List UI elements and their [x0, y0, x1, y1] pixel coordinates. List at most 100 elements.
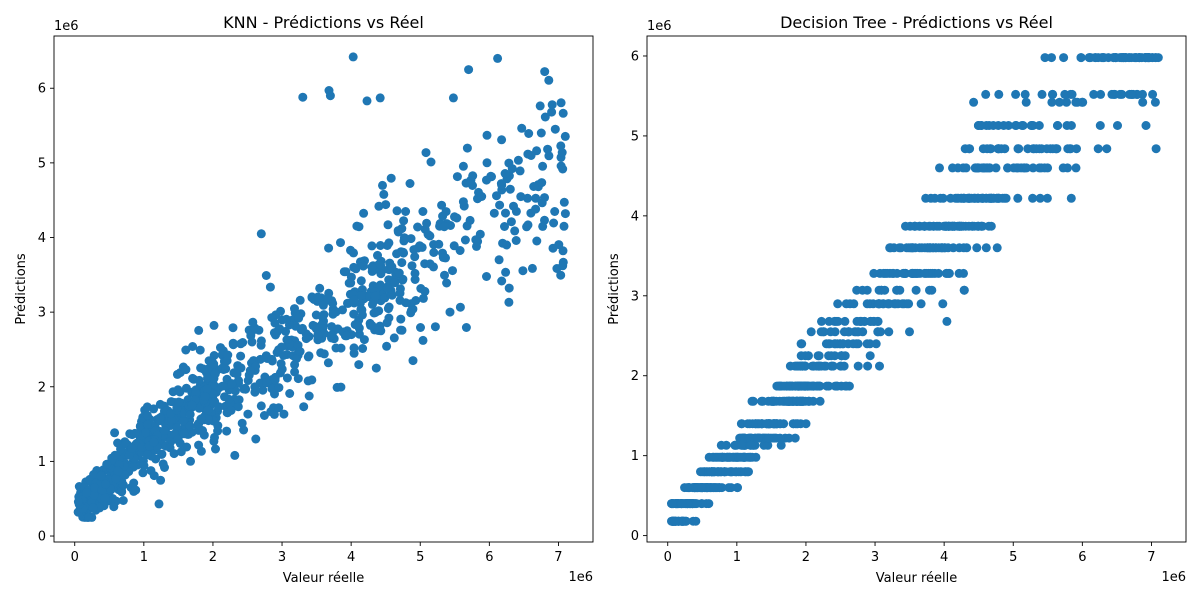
data-point [200, 392, 210, 402]
y-offset-label: 1e6 [647, 19, 672, 34]
data-point [842, 381, 852, 391]
data-point [315, 283, 325, 293]
data-point [418, 207, 428, 216]
data-point [759, 440, 769, 450]
data-point [934, 221, 944, 231]
data-point [961, 163, 971, 173]
data-point [883, 299, 893, 309]
data-point [181, 383, 191, 393]
data-point [926, 243, 936, 253]
data-point [559, 197, 569, 207]
data-point [762, 419, 772, 429]
data-point [127, 443, 137, 453]
data-point [237, 418, 247, 428]
data-point [172, 369, 182, 379]
data-point [154, 499, 164, 509]
y-tick-label: 0 [38, 530, 46, 545]
data-point [477, 192, 487, 201]
data-point [445, 307, 455, 317]
data-point [556, 98, 566, 108]
data-point [89, 490, 99, 500]
data-point [1047, 97, 1057, 107]
data-point [221, 364, 231, 374]
data-point [274, 403, 284, 413]
data-point [920, 221, 930, 231]
data-point [389, 333, 399, 343]
data-point [142, 410, 152, 420]
y-tick-label: 5 [38, 156, 46, 171]
data-point [304, 391, 314, 401]
data-point [866, 316, 876, 326]
data-point [736, 419, 746, 429]
data-point [1062, 121, 1072, 130]
data-point [733, 483, 742, 493]
data-point [313, 292, 323, 302]
data-point [497, 135, 507, 145]
data-point [930, 193, 940, 203]
data-point [408, 356, 418, 366]
data-point [1011, 89, 1021, 99]
data-point [173, 434, 183, 444]
data-point [407, 261, 417, 271]
data-point [375, 93, 385, 103]
data-point [559, 221, 569, 231]
y-tick-label: 2 [631, 369, 639, 384]
data-point [895, 285, 905, 295]
data-point [149, 437, 159, 447]
data-point [246, 331, 256, 341]
data-point [838, 339, 848, 349]
data-point [230, 450, 240, 460]
data-point [536, 128, 546, 138]
data-point [233, 402, 243, 412]
data-point [1037, 89, 1047, 99]
data-point [397, 258, 407, 268]
data-point [984, 221, 994, 231]
data-point [259, 411, 269, 420]
data-point [849, 299, 859, 309]
x-axis-label: Valeur réelle [283, 571, 364, 586]
data-point [396, 325, 406, 335]
data-point [1021, 97, 1031, 107]
data-point [227, 379, 237, 389]
data-point [209, 359, 219, 369]
data-point [1150, 97, 1160, 107]
data-point [518, 266, 528, 276]
data-point [295, 295, 305, 305]
data-point [750, 419, 760, 429]
data-point [472, 241, 481, 251]
data-point [547, 100, 557, 110]
data-point [506, 217, 516, 227]
data-point [548, 243, 558, 253]
data-point [248, 317, 258, 327]
data-point [1151, 53, 1161, 63]
data-point [356, 276, 366, 286]
data-point [198, 426, 207, 435]
data-point [191, 388, 201, 398]
data-point [239, 384, 249, 394]
data-point [869, 268, 879, 278]
data-point [406, 234, 416, 244]
data-point [418, 293, 428, 303]
data-point [1107, 89, 1117, 99]
data-point [142, 450, 152, 460]
data-point [783, 396, 793, 406]
data-point [455, 302, 465, 312]
data-point [194, 375, 204, 385]
data-point [904, 299, 914, 309]
data-point [1060, 89, 1070, 99]
data-point [426, 157, 436, 167]
data-point [1028, 193, 1038, 203]
data-point [814, 351, 824, 361]
x-tick-label: 7 [1147, 550, 1155, 565]
data-point [807, 381, 817, 391]
data-point [1126, 89, 1136, 99]
data-point [989, 193, 999, 203]
data-point [888, 268, 898, 278]
data-point [367, 241, 377, 251]
data-point [461, 323, 471, 332]
data-point [709, 483, 719, 493]
data-point [420, 286, 430, 296]
data-point [346, 278, 356, 288]
data-point [282, 335, 292, 345]
data-point [833, 299, 843, 309]
